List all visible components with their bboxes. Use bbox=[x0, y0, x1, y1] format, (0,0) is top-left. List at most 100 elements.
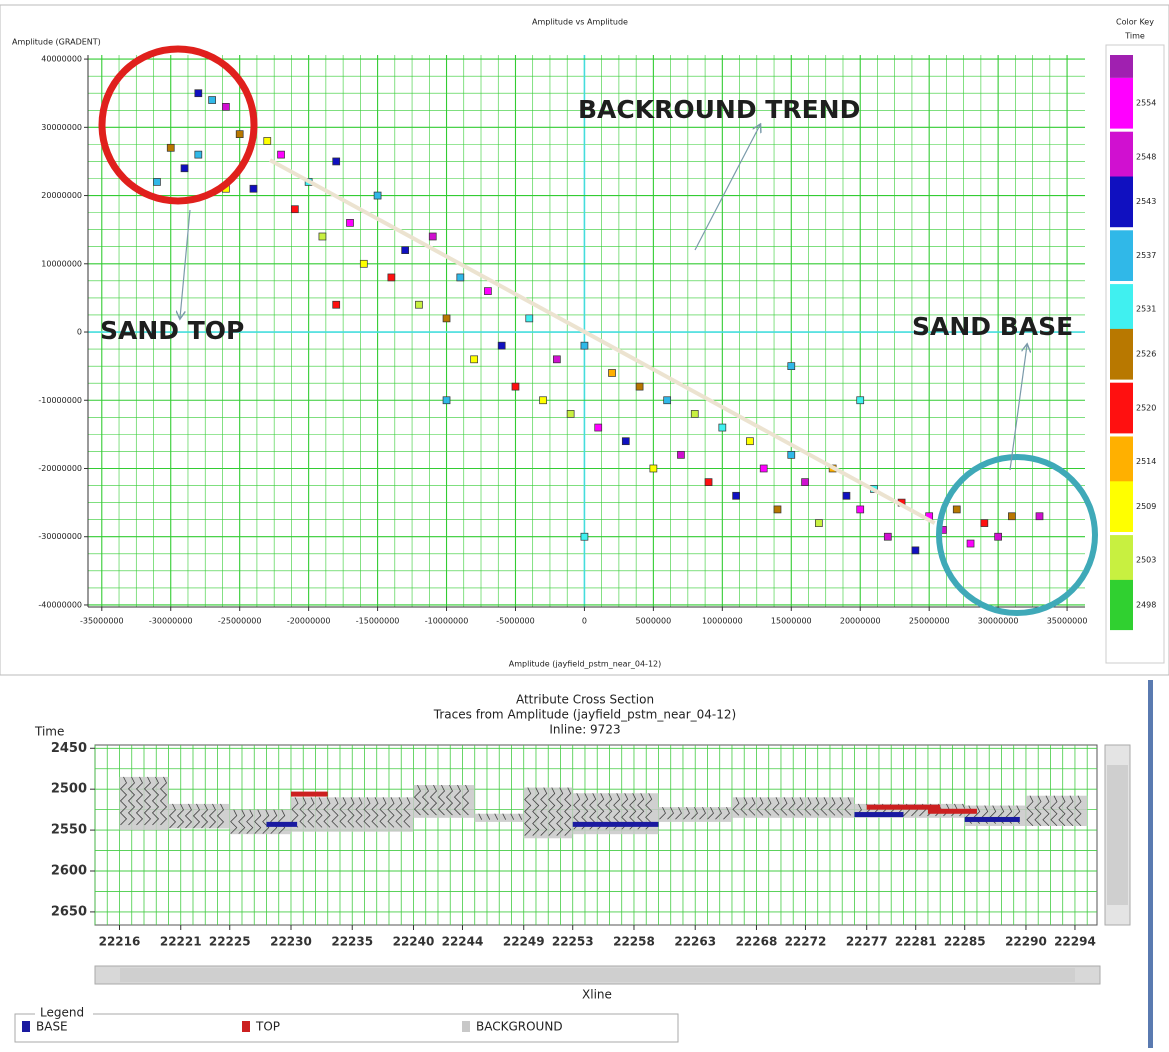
point bbox=[595, 424, 602, 431]
horizon-marker bbox=[928, 809, 977, 814]
legend-swatch bbox=[22, 1021, 30, 1032]
point bbox=[609, 369, 616, 376]
x-tick-label: -20000000 bbox=[287, 617, 331, 626]
color-key-swatch bbox=[1110, 383, 1133, 434]
y-tick-label: 10000000 bbox=[41, 259, 82, 268]
point bbox=[153, 178, 160, 185]
chart-title: Amplitude vs Amplitude bbox=[532, 18, 628, 27]
x-tick-label: -25000000 bbox=[218, 617, 262, 626]
point bbox=[636, 383, 643, 390]
color-key-swatch bbox=[1110, 132, 1133, 183]
point bbox=[788, 363, 795, 370]
y-axis-label: Time bbox=[34, 725, 64, 739]
point bbox=[677, 451, 684, 458]
point bbox=[388, 274, 395, 281]
horizon-marker bbox=[965, 817, 1020, 822]
point bbox=[429, 233, 436, 240]
y-tick-label: 2550 bbox=[51, 823, 87, 838]
x-tick-label: 22272 bbox=[785, 935, 827, 949]
legend-label: TOP bbox=[255, 1020, 280, 1034]
panel-edge bbox=[1148, 680, 1153, 1048]
point bbox=[981, 520, 988, 527]
point bbox=[181, 165, 188, 172]
y-tick-label: -10000000 bbox=[38, 396, 82, 405]
color-key-swatch bbox=[1110, 580, 1133, 630]
point bbox=[195, 151, 202, 158]
point bbox=[209, 97, 216, 104]
x-axis-label: Xline bbox=[582, 988, 612, 1002]
point bbox=[857, 397, 864, 404]
annotation: BACKROUND TREND bbox=[578, 95, 860, 124]
point bbox=[250, 185, 257, 192]
scroll-thumb[interactable] bbox=[120, 968, 1075, 982]
x-tick-label: 10000000 bbox=[702, 617, 743, 626]
horizon-marker bbox=[854, 812, 903, 817]
point bbox=[526, 315, 533, 322]
point bbox=[843, 492, 850, 499]
color-key-label: 2531 bbox=[1136, 305, 1156, 314]
horizon-marker bbox=[573, 822, 659, 827]
y-axis-label: Amplitude (GRADENT) bbox=[12, 38, 101, 47]
point bbox=[457, 274, 464, 281]
color-key-label: 2554 bbox=[1136, 99, 1156, 108]
x-tick-label: 22290 bbox=[1005, 935, 1047, 949]
color-key-swatch bbox=[1110, 436, 1133, 487]
point bbox=[953, 506, 960, 513]
scroll-thumb[interactable] bbox=[1107, 765, 1128, 905]
point bbox=[815, 520, 822, 527]
point bbox=[553, 356, 560, 363]
point bbox=[788, 451, 795, 458]
x-tick-label: 15000000 bbox=[771, 617, 812, 626]
color-key-label: 2548 bbox=[1136, 152, 1156, 161]
point bbox=[540, 397, 547, 404]
color-key-label: 2514 bbox=[1136, 457, 1156, 466]
color-key-swatch bbox=[1110, 230, 1133, 281]
legend-label: BACKGROUND bbox=[476, 1020, 563, 1034]
point bbox=[291, 206, 298, 213]
x-tick-label: 22268 bbox=[736, 935, 778, 949]
color-key-swatch bbox=[1110, 481, 1133, 532]
point bbox=[278, 151, 285, 158]
chart-subtitle: Inline: 9723 bbox=[549, 723, 620, 737]
x-tick-label: 22294 bbox=[1054, 935, 1096, 949]
point bbox=[319, 233, 326, 240]
point bbox=[222, 103, 229, 110]
x-tick-label: 22230 bbox=[270, 935, 312, 949]
chart-title: Attribute Cross Section bbox=[516, 693, 654, 707]
background-trace bbox=[524, 788, 573, 839]
x-tick-label: 22225 bbox=[209, 935, 251, 949]
point bbox=[857, 506, 864, 513]
point bbox=[967, 540, 974, 547]
color-key-label: 2526 bbox=[1136, 350, 1156, 359]
x-tick-label: -35000000 bbox=[80, 617, 124, 626]
x-tick-label: 22281 bbox=[895, 935, 937, 949]
y-tick-label: 2500 bbox=[51, 782, 87, 797]
background-trace bbox=[291, 797, 413, 831]
point bbox=[360, 260, 367, 267]
x-tick-label: 5000000 bbox=[636, 617, 672, 626]
x-tick-label: 22258 bbox=[613, 935, 655, 949]
annotation: SAND BASE bbox=[912, 312, 1073, 341]
background-trace bbox=[119, 777, 168, 830]
point bbox=[236, 131, 243, 138]
chart-subtitle: Traces from Amplitude (jayfield_pstm_nea… bbox=[433, 708, 736, 722]
screenshot: -35000000-30000000-25000000-20000000-150… bbox=[0, 0, 1169, 1048]
point bbox=[774, 506, 781, 513]
y-tick-label: 2650 bbox=[51, 904, 87, 919]
x-tick-label: 22240 bbox=[393, 935, 435, 949]
point bbox=[802, 479, 809, 486]
point bbox=[347, 219, 354, 226]
color-key-subtitle: Time bbox=[1124, 32, 1145, 41]
x-tick-label: 30000000 bbox=[978, 617, 1019, 626]
x-tick-label: 22277 bbox=[846, 935, 888, 949]
y-tick-label: 20000000 bbox=[41, 191, 82, 200]
color-key-swatch bbox=[1110, 535, 1133, 586]
x-tick-label: 22285 bbox=[944, 935, 986, 949]
point bbox=[567, 410, 574, 417]
x-tick-label: -30000000 bbox=[149, 617, 193, 626]
x-tick-label: 0 bbox=[582, 617, 587, 626]
point bbox=[498, 342, 505, 349]
point bbox=[402, 247, 409, 254]
horizon-marker bbox=[291, 792, 328, 797]
x-tick-label: 25000000 bbox=[909, 617, 950, 626]
